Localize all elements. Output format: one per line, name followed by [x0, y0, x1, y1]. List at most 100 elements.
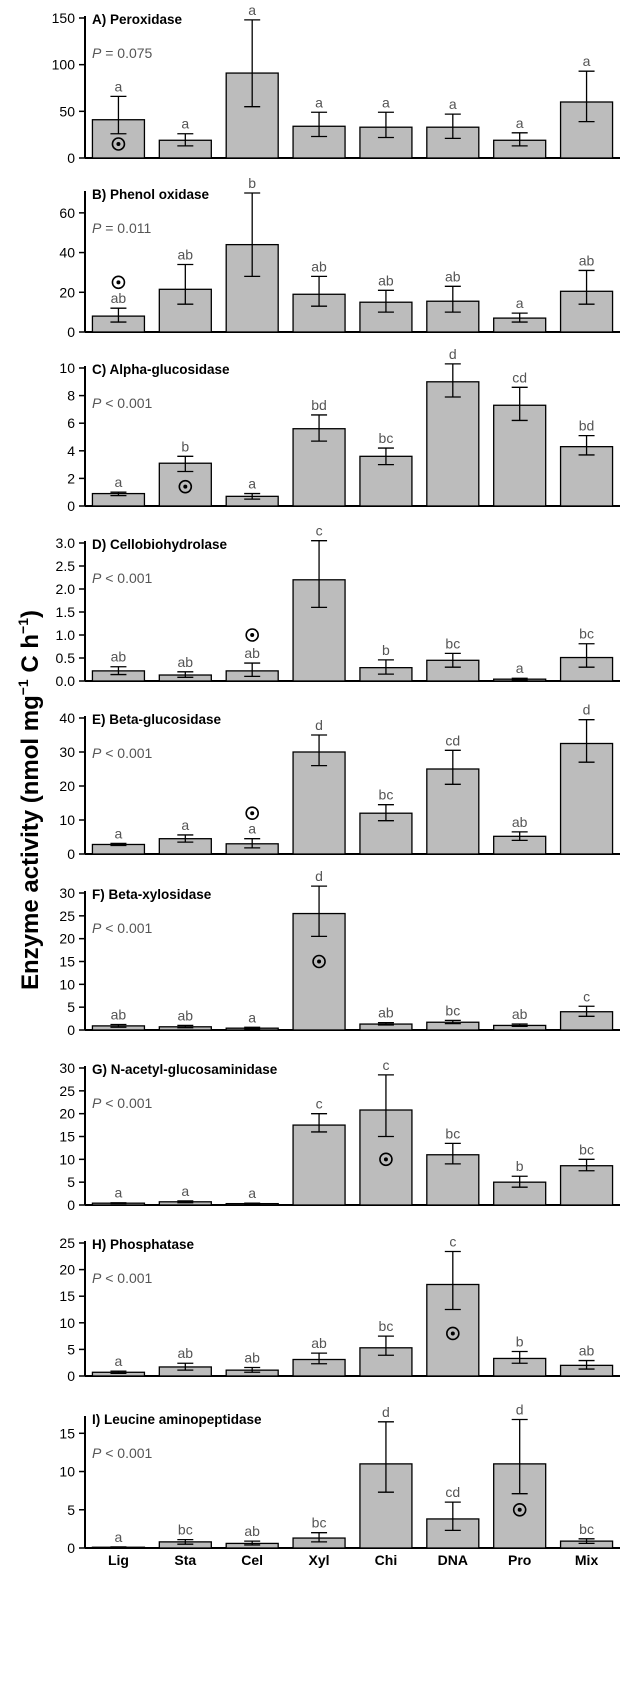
y-tick-label: 30 [59, 744, 75, 760]
x-category-label: Lig [108, 1552, 129, 1568]
significance-letter: d [516, 1402, 524, 1418]
treatment-marker-dot [116, 280, 121, 285]
p-value-text: < 0.001 [101, 1445, 152, 1461]
bar [493, 404, 547, 507]
y-tick-label: 6 [67, 415, 75, 431]
p-value-text: < 0.001 [101, 745, 152, 761]
y-tick-label: 0 [67, 498, 75, 514]
p-value-text: < 0.001 [101, 920, 152, 936]
significance-letter: bc [445, 635, 460, 651]
y-tick-label: 10 [59, 360, 75, 376]
significance-letter: bc [379, 430, 394, 446]
y-tick-label: 2.0 [56, 581, 76, 597]
y-tick-label: 0.0 [56, 673, 76, 689]
significance-letter: ab [244, 1523, 260, 1539]
significance-letter: bc [178, 1522, 193, 1538]
p-symbol: P [92, 920, 102, 936]
significance-letter: b [181, 438, 189, 454]
significance-letter: ab [512, 1006, 528, 1022]
significance-letter: a [115, 1353, 123, 1369]
significance-letter: a [449, 96, 457, 112]
significance-letter: ab [512, 814, 528, 830]
y-tick-label: 0 [67, 1197, 75, 1213]
p-value: P < 0.001 [92, 395, 153, 411]
bar [426, 381, 480, 507]
y-tick-label: 1.5 [56, 604, 76, 620]
panel-title: C) Alpha-glucosidase [92, 362, 230, 377]
significance-letter: a [516, 115, 524, 131]
significance-letter: b [248, 175, 256, 191]
x-category-label: Cel [241, 1552, 263, 1568]
p-symbol: P [92, 45, 102, 61]
y-tick-label: 1.0 [56, 627, 76, 643]
significance-letter: a [248, 476, 256, 492]
treatment-marker-ring [111, 275, 126, 290]
p-symbol: P [92, 1095, 102, 1111]
treatment-marker-dot [450, 1331, 455, 1336]
panel-g: 0 5 10 15 20 25 30 G) N-acetyl-glucosaminidase P… [59, 1057, 620, 1213]
y-tick-label: 3.0 [56, 535, 76, 551]
y-tick-label: 30 [59, 1060, 75, 1076]
p-value: P = 0.075 [92, 45, 153, 61]
y-tick-label: 20 [59, 1106, 75, 1122]
y-tick-label: 15 [59, 1425, 75, 1441]
y-tick-label: 5 [67, 999, 75, 1015]
y-tick-label: 4 [67, 443, 75, 459]
ylabel-close: ) [17, 610, 44, 618]
significance-letter: bc [445, 1125, 460, 1141]
y-tick-label: 20 [59, 1262, 75, 1278]
significance-letter: c [316, 1096, 323, 1112]
significance-letter: ab [178, 654, 194, 670]
panel-i: 0 5 10 15 I) Leucine aminopeptidase P < 0.001… [59, 1402, 620, 1556]
p-symbol: P [92, 745, 102, 761]
treatment-marker-dot [183, 484, 188, 489]
significance-letter: b [382, 642, 390, 658]
panel-e: 0 10 20 30 40 E) Beta-glucosidase P < 0.001 a a a… [59, 702, 620, 862]
y-tick-label: 20 [59, 931, 75, 947]
treatment-marker-dot [517, 1507, 522, 1512]
y-tick-label: 8 [67, 388, 75, 404]
significance-letter: a [181, 817, 189, 833]
significance-letter: ab [311, 1335, 327, 1351]
significance-letter: c [382, 1057, 389, 1073]
panel-c: 0 2 4 6 8 10 C) Alpha-glucosidase P < 0.001 a b a b… [59, 346, 620, 514]
x-category-label: Pro [508, 1552, 531, 1568]
treatment-marker-ring [312, 954, 326, 969]
significance-letter: b [516, 1334, 524, 1350]
significance-letter: b [516, 1158, 524, 1174]
significance-letter: a [516, 660, 524, 676]
panel-a: 0 50 100 150 A) Peroxidase P = 0.075 a a a a a a a a [52, 2, 620, 166]
treatment-marker-dot [250, 811, 255, 816]
treatment-marker-ring [446, 1326, 460, 1341]
p-symbol: P [92, 1270, 102, 1286]
p-value-text: = 0.011 [101, 220, 151, 236]
significance-letter: cd [445, 1484, 460, 1500]
treatment-marker-ring [245, 628, 259, 642]
p-symbol: P [92, 1445, 102, 1461]
bar [158, 462, 212, 507]
panel-title: F) Beta-xylosidase [92, 887, 212, 902]
p-value: P < 0.001 [92, 920, 153, 936]
y-tick-label: 25 [59, 1083, 75, 1099]
y-tick-label: 30 [59, 885, 75, 901]
treatment-marker-dot [317, 959, 322, 964]
p-value: P < 0.001 [92, 1445, 153, 1461]
p-symbol: P [92, 395, 102, 411]
y-tick-label: 15 [59, 1129, 75, 1145]
panel-title: I) Leucine aminopeptidase [92, 1412, 262, 1427]
significance-letter: cd [445, 732, 460, 748]
p-value-text: < 0.001 [101, 1270, 152, 1286]
panel-title: D) Cellobiohydrolase [92, 537, 228, 552]
y-tick-label: 0 [67, 846, 75, 862]
y-tick-label: 15 [59, 954, 75, 970]
significance-letter: a [248, 1185, 256, 1201]
bar [359, 455, 413, 507]
significance-letter: cd [512, 369, 527, 385]
panel-title: E) Beta-glucosidase [92, 712, 222, 727]
shared-x-axis-labels: Lig Sta Cel Xyl Chi DNA Pro Mix [108, 1552, 599, 1568]
p-value: P < 0.001 [92, 1270, 153, 1286]
panel-title: A) Peroxidase [92, 12, 183, 27]
significance-letter: a [115, 78, 123, 94]
significance-letter: bc [445, 1002, 460, 1018]
